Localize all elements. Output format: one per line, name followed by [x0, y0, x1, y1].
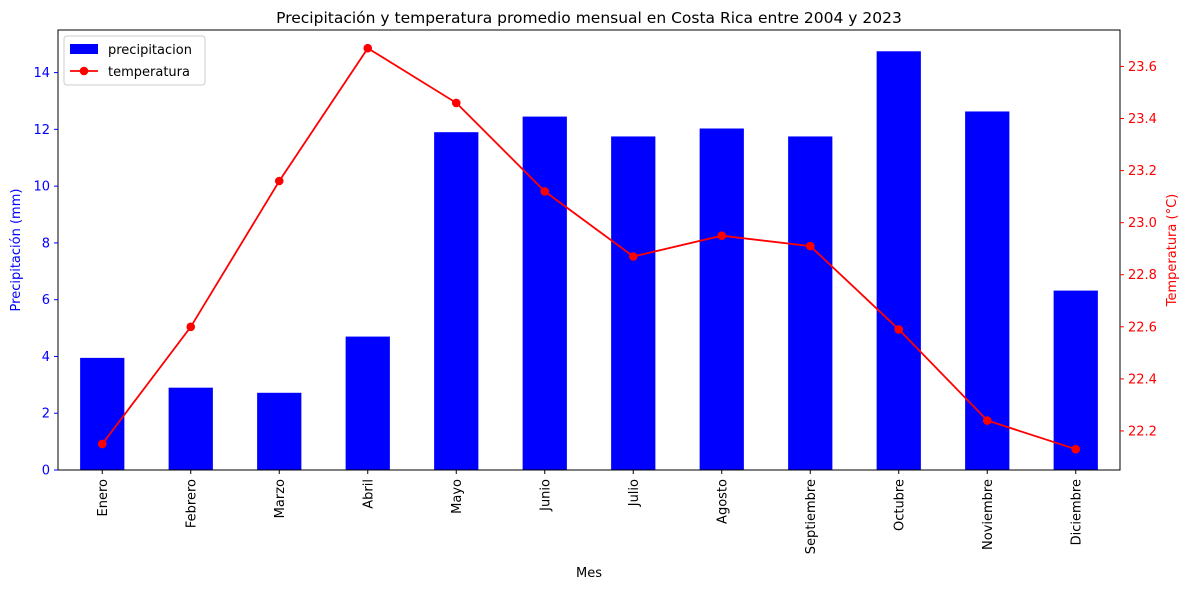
- y-left-tick-label: 14: [33, 66, 50, 81]
- x-tick-label: Octubre: [892, 479, 907, 531]
- series-line-temperatura: [101, 46, 1077, 451]
- bar-enero: [80, 357, 125, 470]
- x-tick-label: Diciembre: [1069, 479, 1084, 545]
- legend-swatch-temperatura-marker: [79, 66, 89, 76]
- y-right-tick-label: 23.2: [1128, 164, 1157, 179]
- point-temperatura-agosto: [717, 231, 727, 240]
- x-tick-label: Abril: [361, 479, 376, 509]
- y-left-tick-label: 12: [33, 123, 50, 138]
- y-right-tick-label: 23.6: [1128, 60, 1157, 75]
- point-temperatura-marzo: [274, 176, 284, 186]
- x-tick-label: Agosto: [715, 479, 730, 524]
- point-temperatura-diciembre: [1071, 444, 1081, 454]
- y-right-axis-label: Temperatura (°C): [1165, 194, 1180, 307]
- y-right-tick-label: 23.4: [1128, 112, 1157, 127]
- legend-swatch-precipitacion: [70, 44, 98, 54]
- point-temperatura-noviembre: [982, 416, 992, 425]
- y-right-tick-label: 22.2: [1128, 424, 1157, 439]
- y-left-tick-label: 4: [42, 350, 50, 365]
- x-tick-label: Junio: [538, 479, 553, 512]
- y-left-tick-label: 0: [42, 464, 50, 479]
- x-tick-label: Noviembre: [981, 479, 996, 550]
- x-tick-label: Mayo: [450, 479, 465, 514]
- plot-frame: [57, 29, 1121, 471]
- y-right-tick-label: 22.4: [1128, 372, 1157, 387]
- bar-marzo: [257, 392, 302, 470]
- point-temperatura-abril: [363, 43, 373, 53]
- point-temperatura-mayo: [451, 98, 461, 108]
- chart-title: Precipitación y temperatura promedio men…: [276, 9, 902, 27]
- point-temperatura-enero: [97, 439, 107, 449]
- y-left-tick-label: 8: [42, 236, 50, 251]
- legend-label-precipitacion: precipitacion: [108, 43, 192, 58]
- bar-agosto: [699, 128, 744, 470]
- legend-box: [63, 35, 206, 86]
- bar-noviembre: [965, 111, 1010, 470]
- bar-julio: [611, 136, 656, 471]
- point-temperatura-septiembre: [805, 241, 815, 251]
- bar-mayo: [434, 132, 479, 470]
- bar-octubre: [876, 51, 921, 471]
- point-temperatura-julio: [628, 252, 638, 261]
- bar-septiembre: [788, 136, 833, 471]
- x-tick-label: Febrero: [184, 479, 199, 528]
- y-left-axis-label: Precipitación (mm): [9, 189, 24, 312]
- legend: precipitacion temperatura: [63, 35, 206, 86]
- point-temperatura-octubre: [894, 325, 904, 334]
- x-tick-label: Enero: [96, 479, 111, 517]
- x-axis-label: Mes: [576, 566, 602, 581]
- point-temperatura-junio: [540, 187, 550, 196]
- y-right-tick-label: 22.6: [1128, 320, 1157, 335]
- y-right-tick-label: 22.8: [1128, 268, 1157, 283]
- point-temperatura-febrero: [186, 322, 196, 332]
- bar-febrero: [168, 387, 213, 470]
- x-tick-label: Septiembre: [804, 479, 819, 554]
- x-tick-label: Marzo: [273, 479, 288, 518]
- y-left-tick-label: 10: [33, 180, 50, 195]
- bar-abril: [345, 336, 390, 470]
- y-left-tick-label: 6: [42, 293, 50, 308]
- x-tick-label: Julio: [627, 479, 642, 507]
- bar-diciembre: [1053, 290, 1098, 470]
- legend-label-temperatura: temperatura: [108, 65, 190, 80]
- y-right-tick-label: 23.0: [1128, 216, 1157, 231]
- y-left-tick-label: 2: [42, 407, 50, 422]
- bar-junio: [522, 116, 567, 471]
